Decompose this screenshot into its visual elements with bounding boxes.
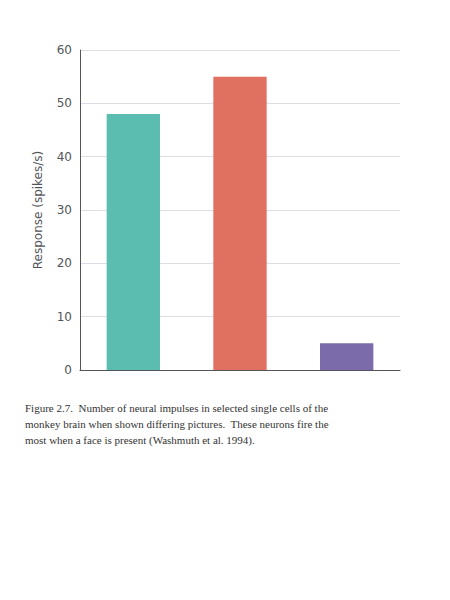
svg-text:Figure 2.7. Number of neural: Figure 2.7. Number of neural impulses in…: [25, 402, 328, 414]
svg-text:60: 60: [57, 43, 72, 57]
svg-text:20: 20: [57, 256, 72, 270]
svg-text:monkey brain when shown differ: monkey brain when shown differing pictur…: [25, 418, 329, 430]
svg-text:50: 50: [57, 96, 72, 110]
svg-text:0: 0: [64, 363, 72, 377]
svg-text:30: 30: [57, 203, 72, 217]
svg-text:Response (spikes/s): Response (spikes/s): [31, 151, 45, 269]
svg-text:most when a face is present (W: most when a face is present (Washmuth et…: [25, 434, 255, 447]
svg-text:40: 40: [57, 150, 72, 164]
svg-text:10: 10: [57, 310, 72, 324]
